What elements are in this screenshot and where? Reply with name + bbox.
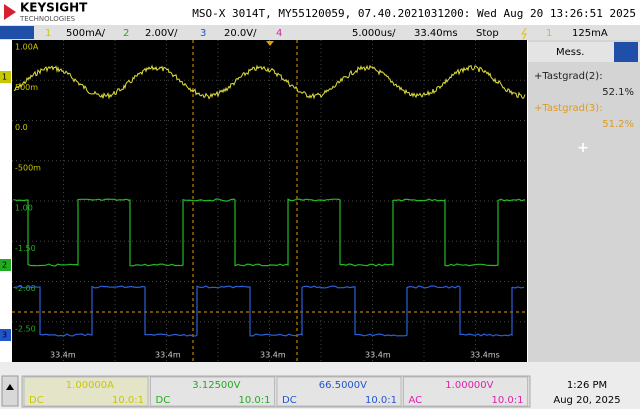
channel-box [150,376,275,407]
meas-value: 52.1% [602,87,634,98]
channel-marker [0,71,11,83]
instrument-info: MSO-X 3014T, MY55120059, 07.40.202103120… [192,7,636,20]
x-label: 33.4m [365,351,391,360]
ch2-trace [13,198,526,267]
channel-box [23,376,149,407]
channel-probe: 10.0:1 [112,395,144,406]
channel-marker-label: 1 [2,73,7,82]
brand: KEYSIGHT [20,1,88,15]
scroll-button[interactable] [1,375,19,407]
clock: 1:26 PM [567,380,607,391]
panel-header [528,42,640,62]
panel-button[interactable] [614,42,638,62]
channel-value: 66.5000V [319,380,367,391]
timebase: 5.000us/ [352,28,396,39]
y-label: -2.00 [15,284,36,293]
y-label: 500m [15,83,38,92]
y-label: 1.00 [15,204,33,213]
ch1-scale: 500mA/ [66,28,106,39]
run-status: Stop [476,28,499,39]
channel-value: 1.00000A [66,380,114,391]
channel-coupling: DC [282,395,297,406]
channel-value: 1.00000V [445,380,493,391]
trigger-level: 125mA [572,28,608,39]
channel-box [403,376,528,407]
channel-bar [0,25,640,40]
channel-coupling: AC [409,395,423,406]
meas-label: +Tastgrad(2): [534,71,603,82]
channel-probe: 10.0:1 [365,395,397,406]
channel-value: 3.12500V [192,380,240,391]
ch2-num: 2 [123,28,129,39]
channel-marker-label: 2 [2,261,7,270]
add-measurement[interactable]: + [577,140,589,156]
trigger-icon [521,27,527,40]
channel-box [276,376,402,407]
x-label: 33.4m [260,351,286,360]
ch3-trace [13,285,525,337]
x-label: 33.4m [155,351,181,360]
channel-marker [0,329,11,341]
arrow-icon [6,384,14,390]
brand-sub: TECHNOLOGIES [19,15,76,23]
menu-button[interactable] [0,26,34,39]
channel-marker-label: 3 [2,331,7,340]
y-label: 0.0 [15,123,28,132]
y-label: -500m [15,163,41,172]
y-label: -1.50 [15,244,36,253]
panel-title: Mess. [556,47,584,58]
ch1-trace [13,64,526,100]
grid: 1.00A 500m 0.0 -500m 1.00 -1.50 -2.00 -2.50 33.4… [0,40,527,362]
x-label: 33.4m [50,351,76,360]
ch3-num: 3 [200,28,206,39]
ch2-scale: 2.00V/ [145,28,178,39]
meas-value: 51.2% [602,119,634,130]
trigger-source: 1 [546,28,552,39]
y-label: 1.00A [15,43,39,52]
channel-probe: 10.0:1 [492,395,524,406]
waveforms [13,64,526,337]
channel-probe: 10.0:1 [239,395,271,406]
channel-marker [0,259,11,271]
x-label: 33.4ms [470,351,500,360]
y-label: -2.50 [15,324,36,333]
channel-coupling: DC [29,395,44,406]
ch3-scale: 20.0V/ [224,28,257,39]
meas-label: +Tastgrad(3): [534,103,603,114]
logo [4,4,16,20]
ch1-num: 1 [45,28,51,39]
delay: 33.40ms [414,28,458,39]
channel-coupling: DC [156,395,171,406]
ch4-num: 4 [276,28,282,39]
measurement-panel [528,40,640,362]
trigger-marker [266,41,274,46]
date: Aug 20, 2025 [553,395,620,406]
